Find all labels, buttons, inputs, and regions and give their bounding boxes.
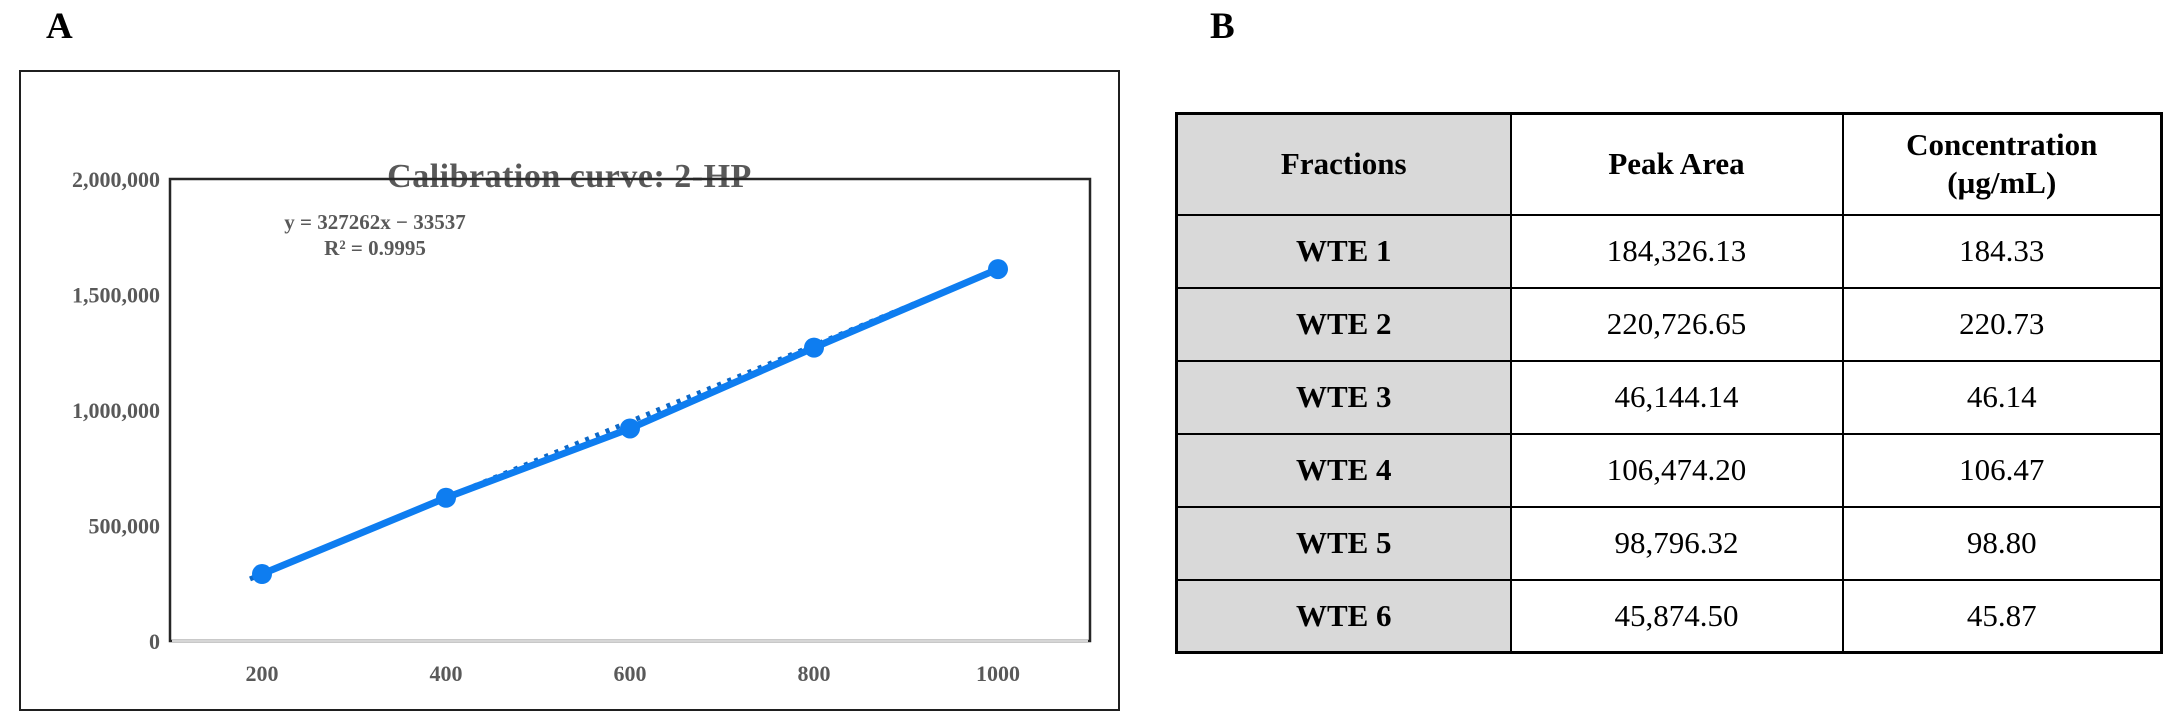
regression-equation: y = 327262x − 33537 R² = 0.9995 [225,210,525,261]
fraction-cell: WTE 5 [1175,505,1512,581]
fraction-cell: WTE 1 [1175,213,1512,289]
fraction-cell: WTE 6 [1175,578,1512,654]
plot-border [168,177,1092,643]
table-header-row: Fractions Peak Area Concentration (µg/mL… [1175,112,2163,216]
concentration-cell: 46.14 [1841,359,2163,435]
y-tick-label: 2,000,000 [72,167,160,192]
peak-area-cell: 45,874.50 [1509,578,1844,654]
concentration-cell: 98.80 [1841,505,2163,581]
header-concentration: Concentration (µg/mL) [1841,112,2163,216]
y-tick-label: 1,000,000 [72,398,160,423]
header-fractions: Fractions [1175,112,1512,216]
fraction-cell: WTE 3 [1175,359,1512,435]
x-tick-label: 1000 [976,661,1020,686]
table-row: WTE 3 46,144.14 46.14 [1175,359,2163,435]
header-concentration-line1: Concentration [1906,127,2098,163]
y-tick-label: 1,500,000 [72,283,160,308]
panel-a-label: A [46,6,73,47]
table-row: WTE 1 184,326.13 184.33 [1175,213,2163,289]
x-tick-label: 800 [798,661,831,686]
peak-area-cell: 184,326.13 [1509,213,1844,289]
header-peak-area: Peak Area [1509,112,1844,216]
concentration-cell: 45.87 [1841,578,2163,654]
calibration-chart-frame: Calibration curve: 2-HP y = 327262x − 33… [19,70,1120,711]
table-row: WTE 4 106,474.20 106.47 [1175,432,2163,508]
fractions-table: Fractions Peak Area Concentration (µg/mL… [1175,112,2163,654]
data-point-marker [988,259,1008,280]
concentration-cell: 184.33 [1841,213,2163,289]
fraction-cell: WTE 2 [1175,286,1512,362]
data-point-marker [804,337,824,358]
concentration-cell: 106.47 [1841,432,2163,508]
y-tick-label: 500,000 [89,514,161,539]
r-squared-line: R² = 0.9995 [324,235,426,260]
peak-area-cell: 98,796.32 [1509,505,1844,581]
data-point-marker [252,564,272,585]
table-row: WTE 2 220,726.65 220.73 [1175,286,2163,362]
peak-area-cell: 106,474.20 [1509,432,1844,508]
concentration-cell: 220.73 [1841,286,2163,362]
y-tick-label: 0 [149,629,160,654]
equation-line: y = 327262x − 33537 [284,210,466,234]
data-point-marker [620,418,640,439]
table-row: WTE 6 45,874.50 45.87 [1175,578,2163,654]
table-row: WTE 5 98,796.32 98.80 [1175,505,2163,581]
calibration-chart: 0 500,000 1,000,000 1,500,000 2,000,000 200 40… [72,167,1092,686]
peak-area-cell: 46,144.14 [1509,359,1844,435]
fraction-cell: WTE 4 [1175,432,1512,508]
chart-title: Calibration curve: 2-HP [387,158,752,195]
x-tick-label: 400 [430,661,463,686]
panel-b-label: B [1210,6,1235,47]
x-tick-label: 600 [614,661,647,686]
x-tick-label: 200 [246,661,279,686]
header-concentration-line2: (µg/mL) [1947,165,2057,201]
data-point-marker [436,487,456,508]
peak-area-cell: 220,726.65 [1509,286,1844,362]
